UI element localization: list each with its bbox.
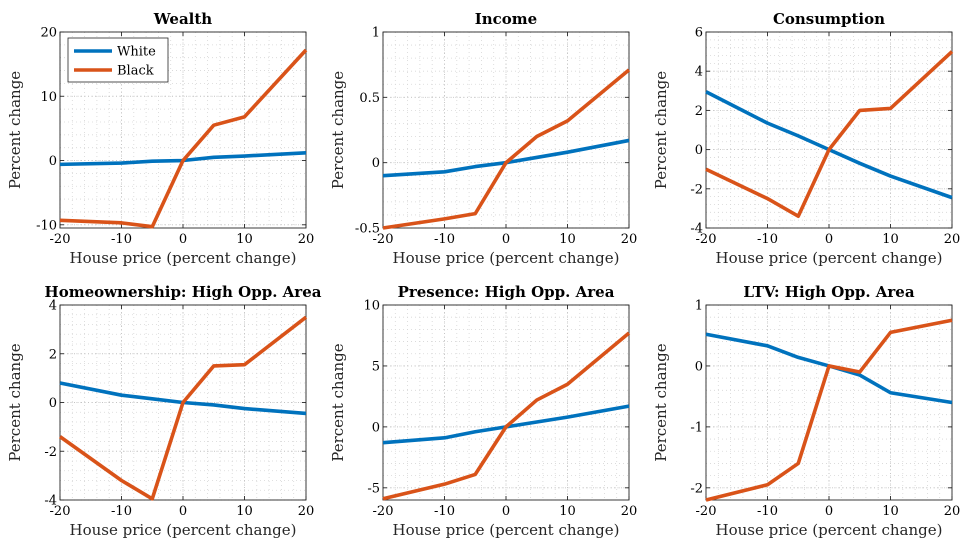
y-tick-label: -4 (44, 494, 57, 509)
series-line-black (382, 331, 631, 501)
y-tick-label: 4 (695, 65, 703, 80)
x-axis-label: House price (percent change) (716, 521, 943, 539)
y-tick-label: 0 (49, 154, 57, 169)
series-line-black (705, 50, 954, 219)
y-tick-label: -5 (367, 481, 380, 496)
x-tick-label: 20 (298, 504, 315, 519)
x-tick-label: 20 (944, 504, 961, 519)
x-tick-label: 20 (944, 232, 961, 247)
y-tick-label: 5 (372, 359, 380, 374)
x-tick-label: 10 (236, 232, 253, 247)
x-tick-label: -20 (373, 232, 394, 247)
x-tick-label: -10 (111, 504, 132, 519)
x-tick-label: 20 (621, 504, 638, 519)
x-tick-label: 20 (621, 232, 638, 247)
panel-title: LTV: High Opp. Area (743, 283, 914, 301)
x-axis-label: House price (percent change) (393, 249, 620, 267)
series-line-black (58, 315, 308, 501)
y-axis-label: Percent change (6, 343, 24, 461)
y-tick-label: -2 (690, 182, 703, 197)
panel-title: Wealth (153, 10, 213, 28)
y-tick-label: 4 (49, 299, 57, 314)
panel-title: Income (475, 10, 537, 28)
x-tick-label: -10 (434, 504, 455, 519)
x-tick-label: -20 (50, 504, 71, 519)
series-line-black (705, 318, 953, 502)
x-tick-label: 10 (559, 504, 576, 519)
x-tick-label: 0 (179, 504, 187, 519)
legend: White Black (67, 37, 169, 83)
y-tick-label: 0 (695, 359, 703, 374)
x-tick-label: -20 (373, 504, 394, 519)
series-line-black (382, 68, 631, 230)
x-axis-label: House price (percent change) (393, 521, 620, 539)
x-tick-label: -20 (696, 232, 717, 247)
x-tick-label: 0 (825, 504, 833, 519)
y-tick-label: -10 (36, 218, 57, 233)
x-tick-label: -10 (434, 232, 455, 247)
y-tick-label: 0 (695, 143, 703, 158)
legend-label-white: White (117, 45, 156, 60)
panel-title: Consumption (773, 10, 885, 28)
y-tick-label: 2 (49, 347, 57, 362)
x-tick-label: 10 (236, 504, 253, 519)
x-tick-label: 0 (502, 504, 510, 519)
x-tick-label: 0 (825, 232, 833, 247)
y-tick-label: 10 (363, 299, 380, 314)
x-tick-label: -10 (111, 232, 132, 247)
y-axis-label: Percent change (329, 71, 347, 189)
x-tick-label: 10 (559, 232, 576, 247)
x-tick-label: -10 (757, 504, 778, 519)
y-tick-label: 1 (372, 26, 380, 41)
y-tick-label: 10 (40, 90, 57, 105)
y-tick-label: 0.5 (359, 91, 380, 106)
y-tick-label: -1 (690, 420, 703, 435)
series-line-white (59, 381, 307, 416)
y-tick-label: 20 (40, 26, 57, 41)
y-axis-label: Percent change (6, 71, 24, 189)
x-tick-label: 10 (882, 232, 899, 247)
x-tick-label: -20 (696, 504, 717, 519)
y-tick-label: 2 (695, 104, 703, 119)
x-axis-label: House price (percent change) (70, 249, 297, 267)
chart-panel-2: -20 -10 0 10 20 -0.5 0 0.5 1 Income House price (p… (329, 10, 637, 267)
x-tick-label: 0 (179, 232, 187, 247)
series-line-black (59, 48, 308, 229)
y-tick-label: 1 (695, 299, 703, 314)
y-axis-label: Percent change (652, 343, 670, 461)
y-tick-label: -4 (690, 222, 703, 237)
y-axis-label: Percent change (329, 343, 347, 461)
x-tick-label: -20 (50, 232, 71, 247)
x-axis-label: House price (percent change) (716, 249, 943, 267)
y-tick-label: -2 (690, 481, 703, 496)
panel-title: Presence: High Opp. Area (398, 283, 615, 301)
y-axis-label: Percent change (652, 71, 670, 189)
y-tick-label: 0 (372, 420, 380, 435)
x-tick-label: 20 (298, 232, 315, 247)
y-tick-label: 0 (372, 156, 380, 171)
x-tick-label: -10 (757, 232, 778, 247)
panel-title: Homeownership: High Opp. Area (45, 283, 322, 301)
legend-box (67, 37, 169, 83)
x-axis-label: House price (percent change) (70, 521, 297, 539)
y-tick-label: 6 (695, 26, 703, 41)
x-tick-label: 0 (502, 232, 510, 247)
legend-label-black: Black (117, 64, 154, 79)
y-tick-label: 0 (49, 396, 57, 411)
y-tick-label: -2 (44, 445, 57, 460)
y-tick-label: -0.5 (355, 222, 380, 237)
x-tick-label: 10 (882, 504, 899, 519)
chart-panel-5: -20 -10 0 10 20 -5 0 5 10 Presence: High Opp. Are… (329, 283, 637, 539)
